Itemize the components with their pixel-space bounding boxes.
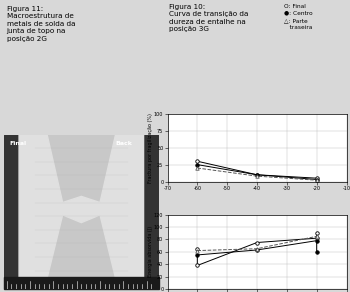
Text: O: Final
●: Centro
△: Parte
   traseira: O: Final ●: Centro △: Parte traseira <box>284 4 313 30</box>
Y-axis label: Energia absorvida (J): Energia absorvida (J) <box>148 226 153 277</box>
Text: Figura 10:
Curva de transição da
dureza de entalhe na
posição 3G: Figura 10: Curva de transição da dureza … <box>169 4 248 32</box>
Text: Figura 11:
Macroestrutura de
metais de solda da
junta de topo na
posição 2G: Figura 11: Macroestrutura de metais de s… <box>7 6 75 42</box>
Y-axis label: Fractura por fragilização (%): Fractura por fragilização (%) <box>148 113 153 182</box>
